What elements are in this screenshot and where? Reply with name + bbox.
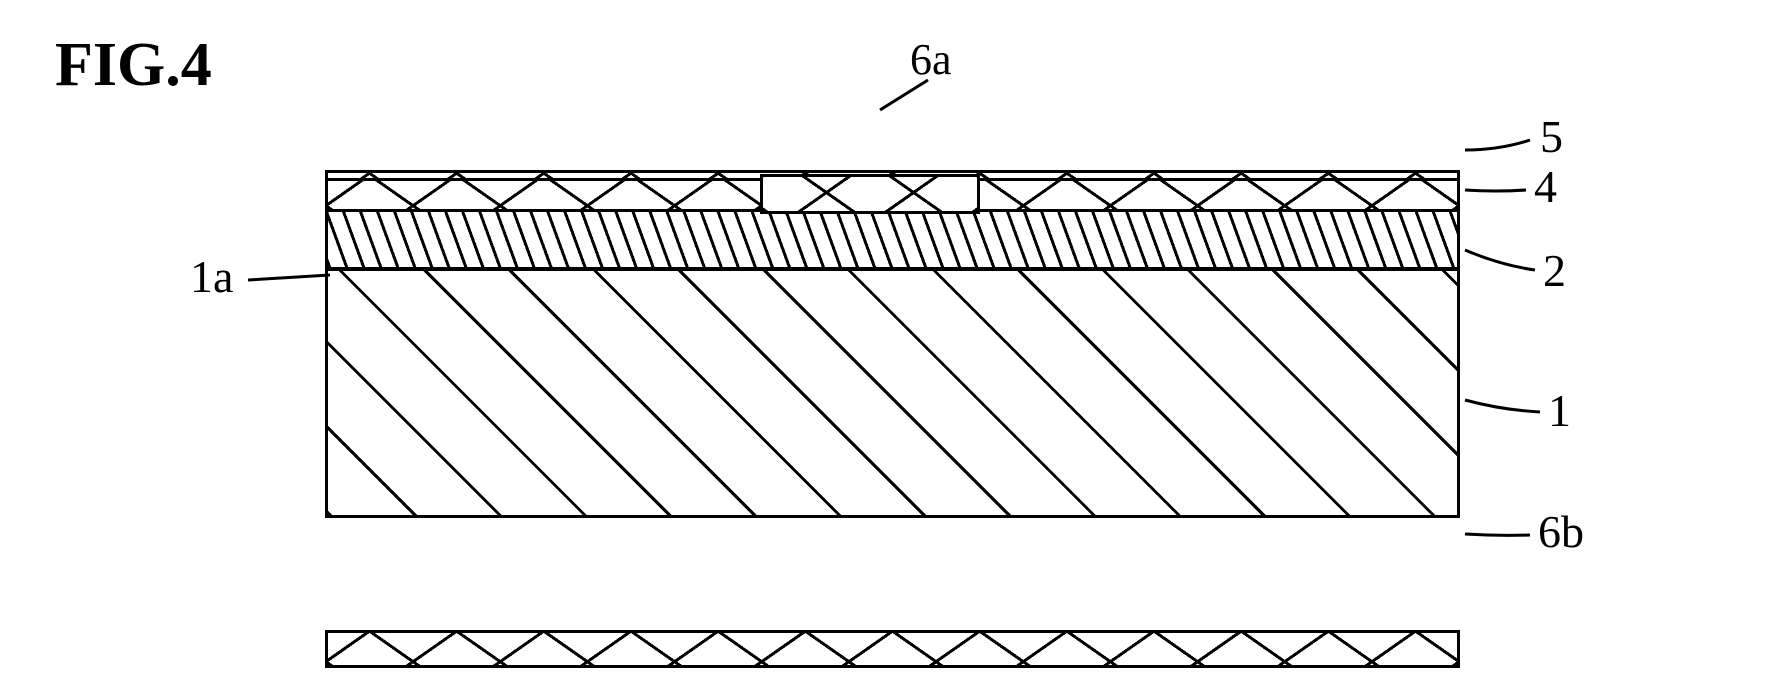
label-6a: 6a <box>910 34 952 85</box>
label-1a: 1a <box>190 250 233 303</box>
label-6b: 6b <box>1538 505 1584 558</box>
label-5: 5 <box>1540 110 1563 163</box>
label-2: 2 <box>1543 244 1566 297</box>
leaders <box>0 0 1787 676</box>
label-4: 4 <box>1534 160 1557 213</box>
label-1: 1 <box>1548 384 1571 437</box>
